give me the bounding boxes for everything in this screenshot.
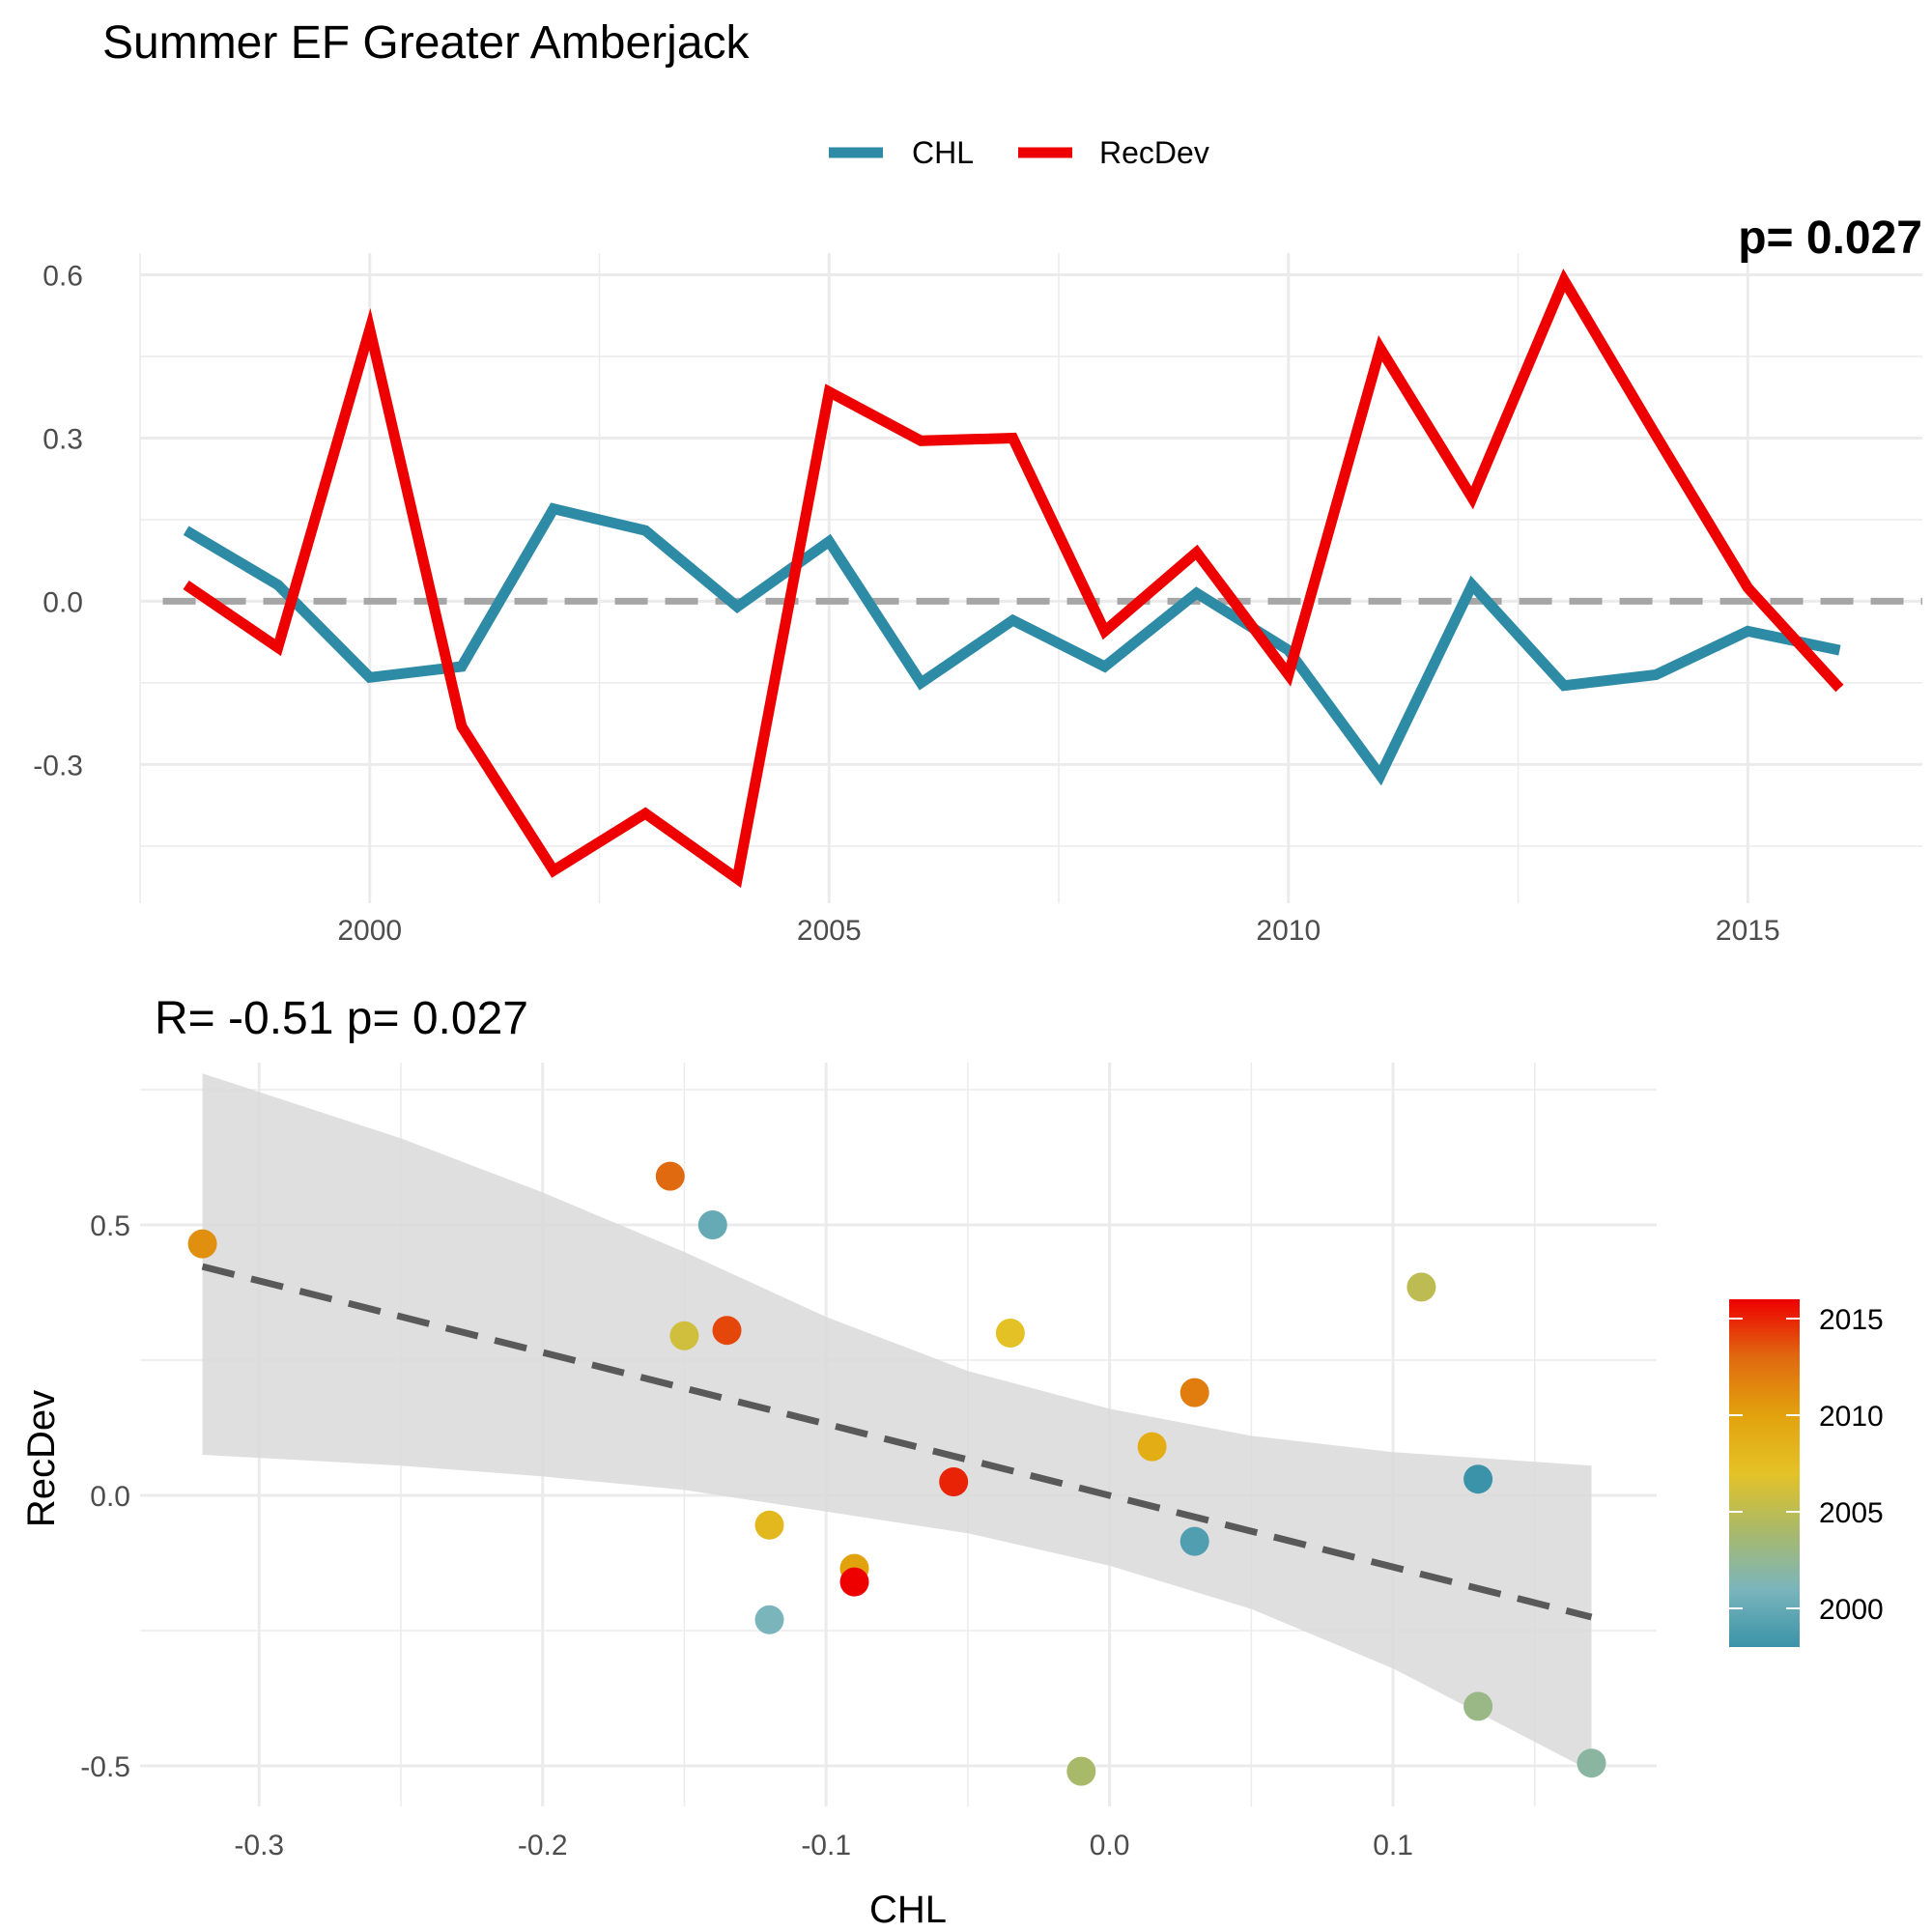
y-tick-label: -0.5: [80, 1751, 130, 1783]
scatter-point: [669, 1321, 699, 1350]
scatter-x-tick-labels: -0.3 -0.2 -0.1 0.0 0.1: [234, 1830, 1413, 1861]
scatter-point: [712, 1316, 742, 1346]
scatter-point: [754, 1510, 784, 1540]
scatter-y-tick-labels: -0.5 0.0 0.5: [80, 1210, 130, 1783]
scatter-point: [655, 1161, 685, 1191]
confidence-band: [202, 1073, 1592, 1772]
colorbar-fill: [1729, 1299, 1800, 1647]
x-tick-label: -0.3: [234, 1830, 284, 1861]
y-tick-label: 0.0: [43, 586, 83, 618]
year-colorbar: 2000 2005 2010 2015: [1729, 1299, 1884, 1647]
scatter-point: [1137, 1432, 1167, 1462]
colorbar-ticks: 2000 2005 2010 2015: [1729, 1304, 1884, 1626]
y-tick-label: 0.0: [90, 1481, 130, 1513]
time-series-y-tick-labels: -0.3 0.0 0.3 0.6: [33, 261, 83, 782]
x-tick-label: 2010: [1256, 915, 1321, 947]
scatter-point: [1179, 1378, 1209, 1407]
fit-dashed-line: [201, 1263, 1593, 1621]
colorbar-tick-label: 2010: [1819, 1401, 1884, 1433]
colorbar-tick-label: 2005: [1819, 1497, 1884, 1529]
scatter-y-axis-label: RecDev: [20, 1390, 63, 1527]
x-tick-label: 0.1: [1373, 1830, 1413, 1861]
scatter-point: [1577, 1748, 1606, 1778]
colorbar-tick-label: 2000: [1819, 1594, 1884, 1626]
scatter-point: [187, 1229, 217, 1259]
x-tick-label: -0.1: [801, 1830, 851, 1861]
scatter-point: [754, 1605, 784, 1634]
scatter-point: [839, 1567, 869, 1597]
clipped-annotation: p= 0.027: [1738, 213, 1922, 264]
confidence-band-area: [202, 1073, 1592, 1772]
y-tick-label: -0.3: [33, 750, 83, 781]
scatter-title: R= -0.51 p= 0.027: [155, 993, 528, 1044]
scatter-point: [995, 1319, 1025, 1348]
legend-label-recdev: RecDev: [1099, 135, 1209, 170]
scatter-point: [1066, 1756, 1096, 1786]
scatter-points: [187, 1161, 1606, 1786]
scatter-x-axis-label: CHL: [869, 1889, 947, 1931]
regression-line: [201, 1263, 1593, 1621]
series-line-chl: [183, 502, 1841, 786]
time-series-x-tick-labels: 2000 2005 2010 2015: [337, 915, 1779, 947]
time-series-lines: [183, 269, 1844, 889]
line-chart-legend: CHL RecDev: [829, 135, 1209, 170]
x-tick-label: 0.0: [1090, 1830, 1130, 1861]
scatter-point: [1463, 1464, 1493, 1494]
y-tick-label: 0.5: [90, 1210, 130, 1242]
scatter-point: [697, 1210, 727, 1239]
x-tick-label: 2005: [797, 915, 862, 947]
legend-label-chl: CHL: [912, 135, 974, 170]
y-tick-label: 0.3: [43, 423, 83, 455]
scatter-point: [1406, 1272, 1436, 1302]
scatter-point: [1463, 1691, 1493, 1721]
time-series-chart: -0.3 0.0 0.3 0.6 2000 2005 2010 2015 p= 0.027: [33, 213, 1922, 947]
figure-title: Summer EF Greater Amberjack: [102, 17, 751, 69]
x-tick-label: 2015: [1716, 915, 1780, 947]
x-tick-label: -0.2: [518, 1830, 568, 1861]
colorbar-tick-label: 2015: [1819, 1304, 1884, 1336]
scatter-point: [1179, 1526, 1209, 1556]
series-line-recdev: [183, 269, 1844, 889]
x-tick-label: 2000: [337, 915, 402, 947]
time-series-grid: [139, 253, 1922, 903]
y-tick-label: 0.6: [43, 261, 83, 293]
scatter-point: [939, 1467, 969, 1496]
scatter-chart: -0.5 0.0 0.5 -0.3 -0.2 -0.1 0.0 0.1 CHL RecDev: [20, 1063, 1657, 1931]
